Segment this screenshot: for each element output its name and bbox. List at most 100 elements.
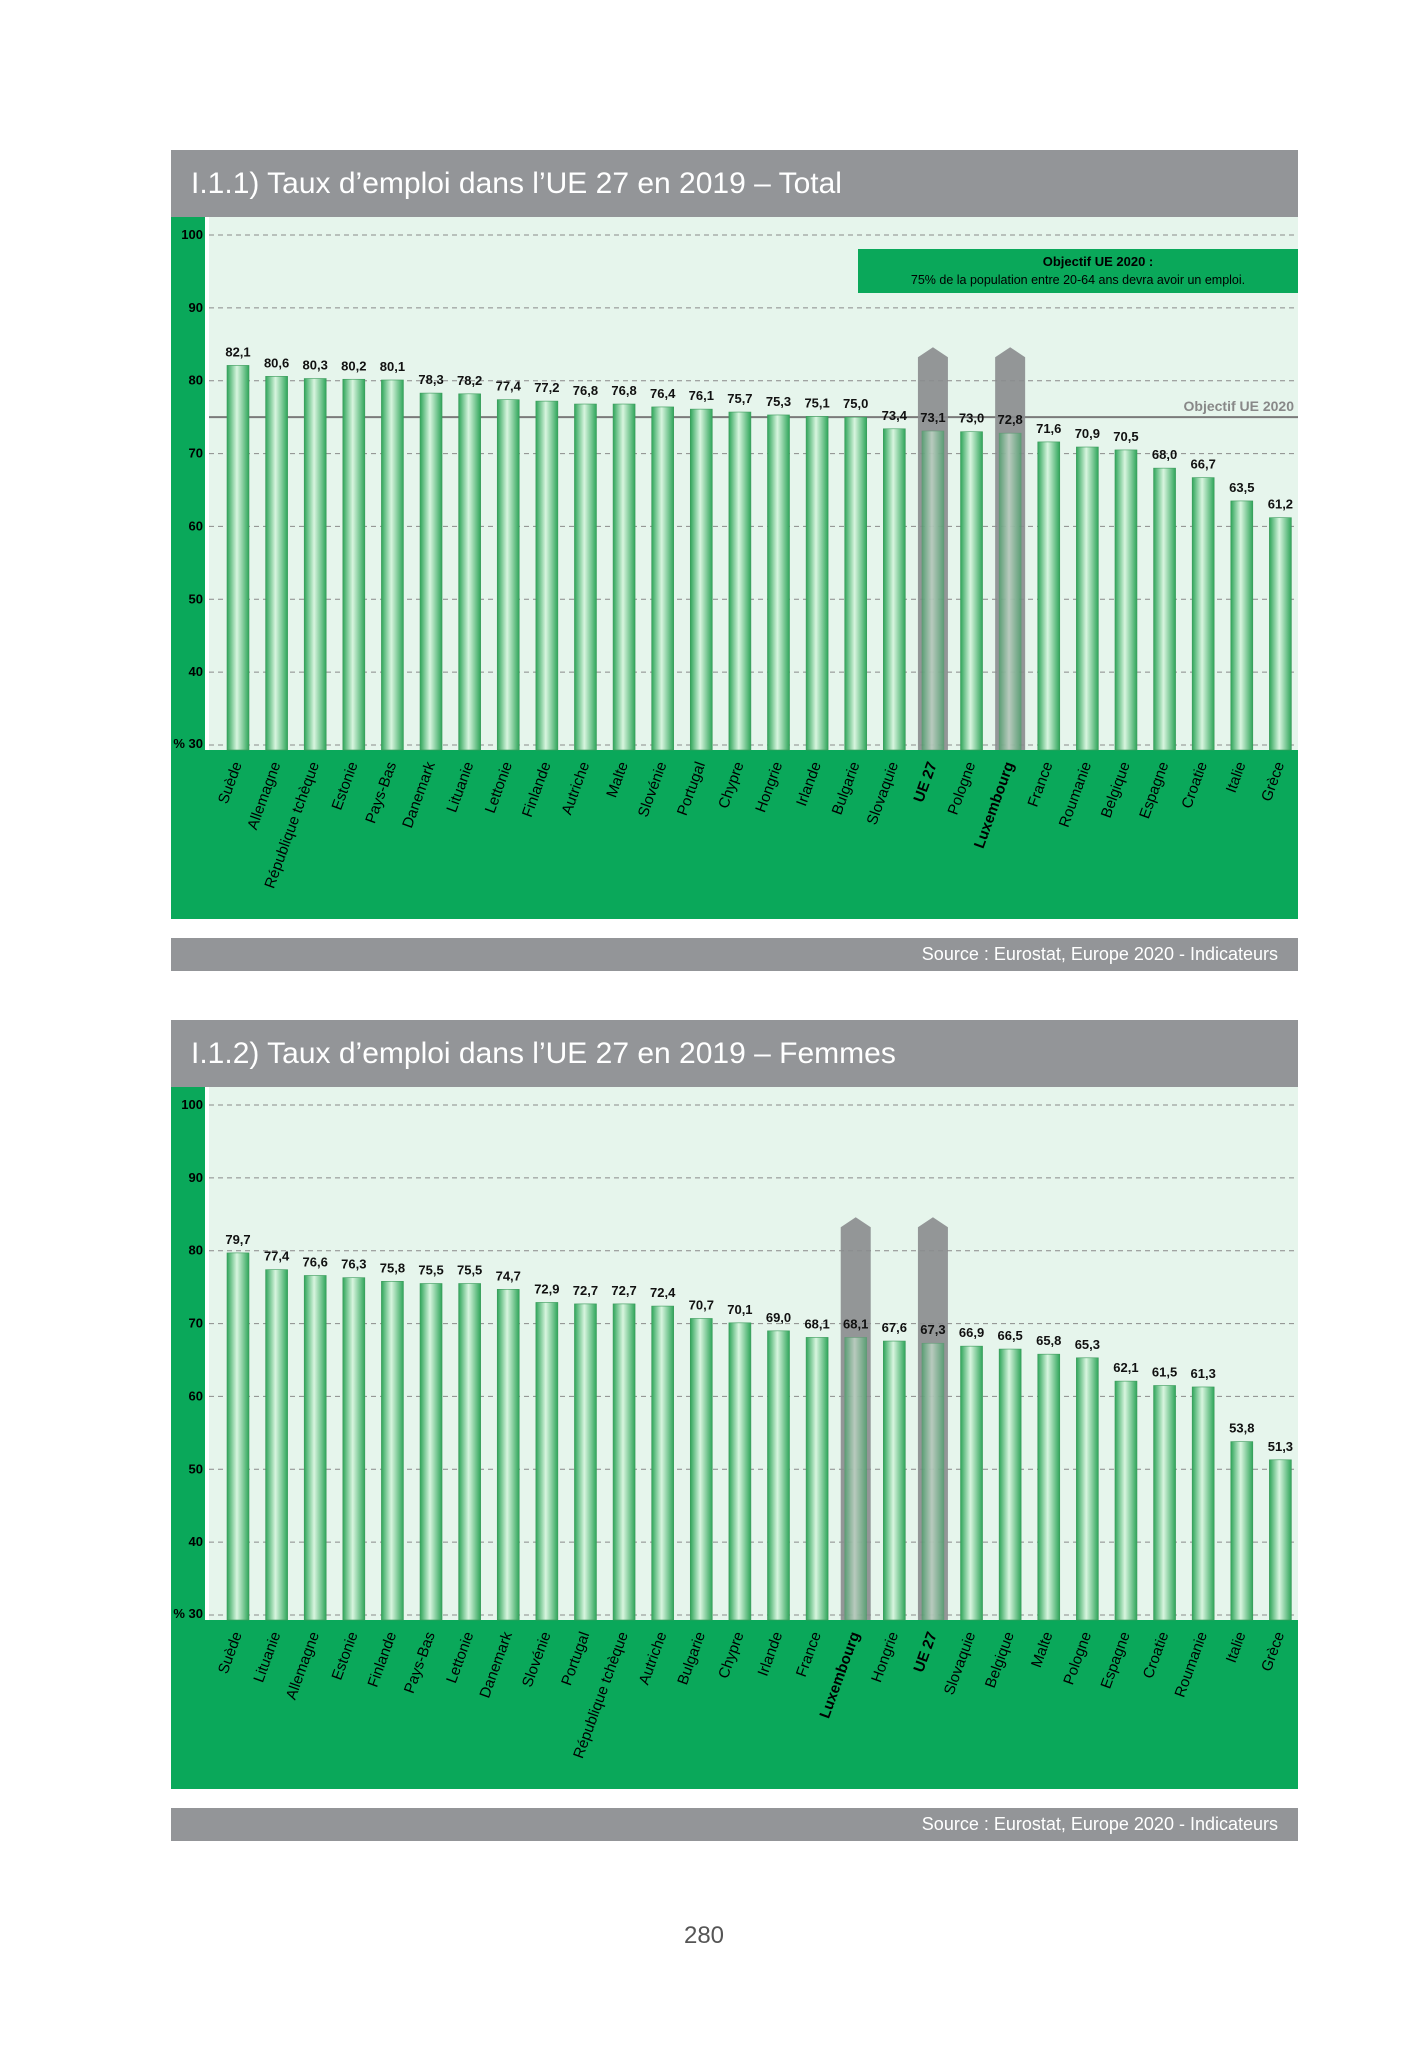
value-label: 66,9 — [959, 1325, 984, 1340]
value-label: 79,7 — [225, 1232, 250, 1247]
value-label: 75,5 — [457, 1263, 482, 1278]
bar — [419, 1283, 443, 1621]
bar — [1191, 1386, 1215, 1621]
bar — [419, 392, 443, 751]
value-label: 76,8 — [573, 383, 598, 398]
value-label: 78,2 — [457, 373, 482, 388]
bar — [805, 1337, 829, 1621]
value-label: 73,0 — [959, 411, 984, 426]
value-label: 66,7 — [1191, 457, 1216, 472]
y-tick-label: 80 — [189, 373, 203, 388]
objective-note-box — [858, 249, 1298, 293]
bar — [921, 1342, 945, 1621]
value-label: 53,8 — [1229, 1421, 1254, 1436]
y-tick-label: % 30 — [173, 736, 203, 751]
value-label: 77,4 — [264, 1249, 290, 1264]
value-label: 67,3 — [920, 1322, 945, 1337]
bar — [689, 1318, 713, 1621]
bar — [458, 1283, 481, 1621]
y-tick-label: 90 — [189, 300, 203, 315]
chart-source: Source : Eurostat, Europe 2020 - Indicat… — [171, 938, 1298, 971]
y-tick-label: 80 — [189, 1243, 203, 1258]
bar — [1114, 449, 1138, 751]
value-label: 76,1 — [689, 388, 714, 403]
band-divider — [171, 1789, 1298, 1791]
value-label: 75,3 — [766, 394, 791, 409]
value-label: 61,5 — [1152, 1365, 1177, 1380]
y-axis-band — [171, 1087, 205, 1620]
bar — [1076, 1357, 1099, 1621]
target-line-label: Objectif UE 2020 — [1184, 398, 1295, 414]
value-label: 77,2 — [534, 380, 559, 395]
bar — [381, 1281, 404, 1621]
bar — [1037, 441, 1061, 751]
value-label: 76,8 — [611, 383, 636, 398]
y-tick-label: % 30 — [173, 1606, 203, 1621]
bar — [651, 1305, 674, 1621]
bar — [728, 1322, 752, 1621]
value-label: 76,6 — [303, 1254, 328, 1269]
bar — [458, 393, 481, 751]
bar — [1114, 1380, 1138, 1621]
value-label: 78,3 — [418, 372, 443, 387]
bar — [1230, 1441, 1254, 1621]
bar — [574, 403, 597, 751]
x-axis-band — [171, 750, 1298, 920]
value-label: 68,0 — [1152, 447, 1177, 462]
value-label: 66,5 — [997, 1328, 1022, 1343]
bar — [1153, 1385, 1176, 1621]
value-label: 51,3 — [1268, 1439, 1293, 1454]
bar — [998, 432, 1022, 751]
bar — [535, 1302, 559, 1621]
value-label: 70,7 — [689, 1297, 714, 1312]
y-tick-label: 70 — [189, 1316, 203, 1331]
y-tick-label: 50 — [189, 591, 203, 606]
y-tick-label: 40 — [189, 1534, 203, 1549]
bar — [226, 365, 250, 751]
bar — [303, 378, 327, 751]
bar — [1037, 1353, 1061, 1621]
value-label: 68,1 — [804, 1316, 829, 1331]
bar — [265, 1269, 288, 1621]
bar — [921, 430, 945, 751]
y-tick-label: 60 — [189, 1388, 203, 1403]
bar — [342, 1277, 366, 1621]
value-label: 68,1 — [843, 1316, 868, 1331]
value-label: 69,0 — [766, 1310, 791, 1325]
bar — [960, 431, 983, 751]
bar — [1191, 477, 1215, 751]
value-label: 72,4 — [650, 1285, 676, 1300]
value-label: 67,6 — [882, 1320, 907, 1335]
y-tick-label: 90 — [189, 1170, 203, 1185]
value-label: 75,0 — [843, 396, 868, 411]
y-tick-label: 100 — [181, 227, 203, 242]
y-tick-label: 40 — [189, 664, 203, 679]
bar — [612, 1303, 636, 1621]
bar — [265, 376, 288, 751]
value-label: 73,4 — [882, 408, 908, 423]
bar — [226, 1252, 250, 1621]
value-label: 61,3 — [1191, 1366, 1216, 1381]
value-label: 80,1 — [380, 359, 405, 374]
value-label: 62,1 — [1113, 1360, 1138, 1375]
value-label: 80,3 — [303, 358, 328, 373]
objective-note-text: 75% de la population entre 20-64 ans dev… — [911, 273, 1245, 287]
bar — [1269, 1459, 1292, 1621]
bar — [1076, 446, 1099, 751]
bar-chart-femmes: % 3040506070809010079,7Suède77,4Lituanie… — [171, 1087, 1298, 1791]
value-label: 82,1 — [225, 344, 250, 359]
bar — [805, 416, 829, 751]
bar — [342, 378, 366, 751]
value-label: 80,2 — [341, 358, 366, 373]
value-label: 72,9 — [534, 1281, 559, 1296]
value-label: 75,5 — [418, 1263, 443, 1278]
value-label: 72,8 — [997, 412, 1022, 427]
bar — [612, 403, 636, 751]
value-label: 61,2 — [1268, 497, 1293, 512]
bar — [381, 379, 404, 751]
bar — [535, 400, 559, 751]
y-axis-band — [171, 217, 205, 750]
value-label: 76,4 — [650, 386, 676, 401]
y-tick-label: 100 — [181, 1097, 203, 1112]
bar-chart-total: % 30 40 50 60 70 80 90 100 Objectif UE 2020 Objec… — [171, 217, 1298, 921]
